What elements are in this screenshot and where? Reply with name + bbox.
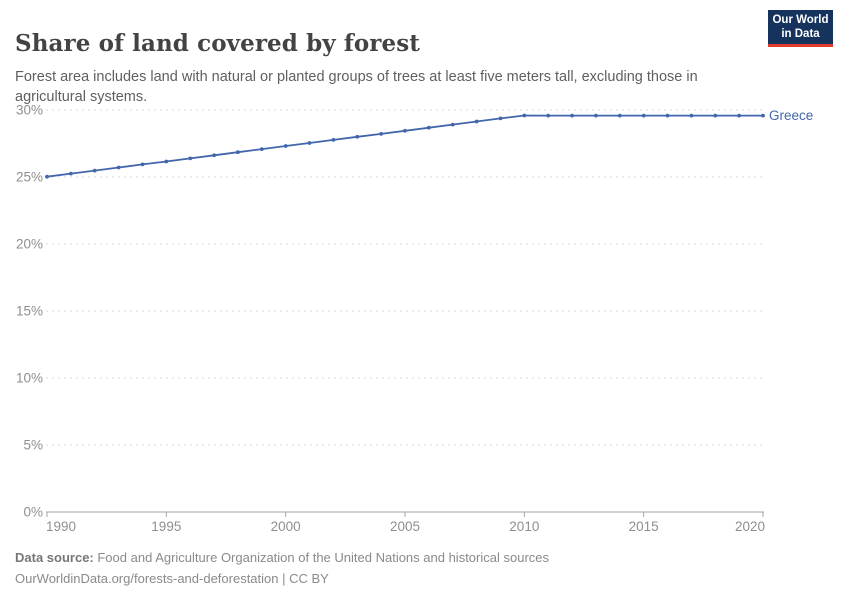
owid-logo-line2: in Data (781, 28, 820, 40)
data-source-text: Food and Agriculture Organization of the… (93, 550, 550, 565)
data-point-greece-2009[interactable] (498, 116, 503, 121)
data-point-greece-2005[interactable] (403, 128, 407, 133)
data-source-label: Data source: (15, 550, 94, 565)
data-point-greece-1991[interactable] (69, 171, 73, 176)
y-tick-label-30: 30% (16, 103, 43, 118)
series-line-greece[interactable] (46, 114, 764, 178)
chart-footer: Data source: Food and Agriculture Organi… (15, 547, 549, 589)
series-label-greece[interactable]: Greece (769, 108, 813, 123)
data-point-greece-2010[interactable] (522, 113, 527, 118)
y-tick-label-0: 0% (23, 505, 43, 520)
data-point-greece-2002[interactable] (331, 138, 336, 142)
x-tick-label-1990: 1990 (46, 519, 76, 534)
data-point-greece-2019[interactable] (737, 113, 741, 118)
data-point-greece-1998[interactable] (236, 150, 240, 155)
data-source-line: Data source: Food and Agriculture Organi… (15, 547, 549, 568)
y-tick-label-15: 15% (16, 304, 43, 319)
y-tick-label-25: 25% (16, 170, 43, 185)
data-point-greece-2000[interactable] (283, 144, 288, 148)
data-point-greece-1995[interactable] (164, 159, 169, 164)
data-point-greece-2017[interactable] (689, 113, 694, 118)
x-tick-label-2000: 2000 (271, 519, 301, 534)
data-point-greece-2015[interactable] (641, 113, 646, 118)
data-point-greece-2013[interactable] (594, 113, 598, 118)
data-point-greece-1994[interactable] (140, 162, 145, 167)
owid-logo-line1: Our World (772, 14, 829, 26)
data-point-greece-2020[interactable] (761, 113, 765, 118)
chart-subtitle: Forest area includes land with natural o… (15, 68, 698, 106)
y-tick-label-20: 20% (16, 237, 43, 252)
data-point-greece-2018[interactable] (713, 113, 718, 118)
x-tick-label-1995: 1995 (151, 519, 181, 534)
data-point-greece-2004[interactable] (379, 132, 383, 136)
data-point-greece-2006[interactable] (427, 125, 431, 130)
data-point-greece-2008[interactable] (474, 119, 479, 124)
owid-logo[interactable]: Our World in Data (768, 10, 833, 47)
x-tick-label-2020: 2020 (735, 519, 765, 534)
data-point-greece-2001[interactable] (307, 141, 312, 145)
data-point-greece-1993[interactable] (116, 165, 121, 170)
data-point-greece-2011[interactable] (546, 113, 551, 118)
x-tick-label-2010: 2010 (509, 519, 539, 534)
data-point-greece-2012[interactable] (570, 113, 574, 118)
data-point-greece-2003[interactable] (355, 134, 360, 139)
data-point-greece-1992[interactable] (92, 168, 97, 173)
data-point-greece-1997[interactable] (212, 153, 217, 158)
data-point-greece-1999[interactable] (259, 147, 264, 152)
data-point-greece-2014[interactable] (617, 113, 622, 118)
data-point-greece-1990[interactable] (45, 174, 49, 179)
y-tick-label-5: 5% (23, 438, 43, 453)
data-point-greece-1996[interactable] (188, 156, 193, 161)
y-tick-label-10: 10% (16, 371, 43, 386)
chart-title: Share of land covered by forest (15, 30, 420, 58)
data-point-greece-2016[interactable] (665, 113, 670, 118)
x-tick-label-2015: 2015 (629, 519, 659, 534)
x-tick-label-2005: 2005 (390, 519, 420, 534)
footer-link-line[interactable]: OurWorldinData.org/forests-and-deforesta… (15, 571, 329, 586)
data-point-greece-2007[interactable] (450, 122, 455, 127)
